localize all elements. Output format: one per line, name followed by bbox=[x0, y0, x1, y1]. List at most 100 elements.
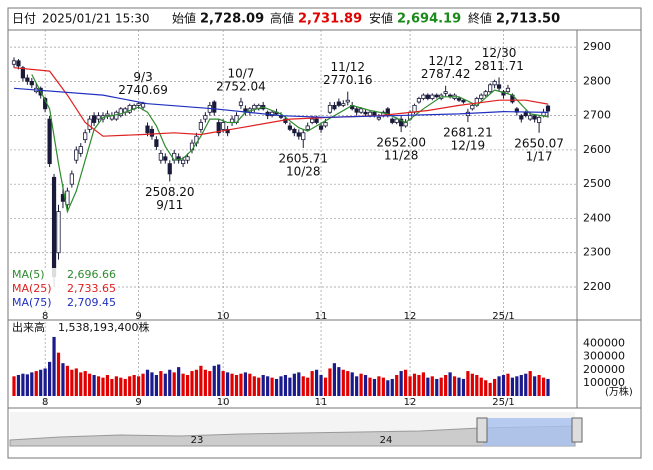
volume-bar bbox=[185, 375, 190, 396]
candle-body bbox=[461, 99, 466, 103]
candle-body bbox=[537, 116, 542, 123]
candle-body bbox=[203, 115, 208, 120]
candle-body bbox=[336, 101, 341, 106]
volume-bar bbox=[448, 372, 452, 396]
candle-body bbox=[528, 115, 533, 120]
volume-bar bbox=[323, 377, 328, 396]
volume-bar bbox=[541, 377, 546, 396]
volume-bar bbox=[65, 365, 69, 396]
candle-body bbox=[354, 108, 359, 113]
candle-body bbox=[136, 103, 141, 106]
volume-bar bbox=[430, 376, 434, 396]
candle-body bbox=[376, 116, 382, 120]
volume-bar bbox=[510, 377, 514, 396]
candle-body bbox=[269, 111, 275, 117]
candle-body bbox=[483, 91, 488, 96]
candle-body bbox=[114, 111, 119, 120]
candle-body bbox=[149, 128, 155, 137]
candle-body bbox=[523, 111, 528, 117]
volume-bar bbox=[56, 352, 61, 396]
volume-bar bbox=[137, 376, 141, 396]
annotation-value: 2787.42 bbox=[421, 67, 471, 81]
candle-body bbox=[221, 122, 226, 130]
volume-bar bbox=[16, 375, 21, 396]
legend-bg bbox=[10, 296, 118, 310]
volume-bar bbox=[355, 376, 359, 396]
volume-bar bbox=[226, 372, 230, 396]
candle-body bbox=[154, 139, 159, 147]
annotation-value: 2605.71 bbox=[278, 151, 328, 165]
candle-body bbox=[11, 60, 17, 65]
volume-bar bbox=[172, 372, 176, 396]
candle-body bbox=[358, 108, 364, 113]
header-label: 高値 bbox=[270, 11, 294, 26]
candle-body bbox=[314, 118, 319, 123]
candle-body bbox=[425, 94, 430, 99]
volume-bar bbox=[417, 375, 421, 396]
candle-body bbox=[492, 80, 497, 86]
x-tick-label: 12 bbox=[404, 311, 417, 322]
volume-bar bbox=[261, 375, 265, 396]
y-tick-label: 2800 bbox=[583, 74, 611, 87]
navigator-label: 24 bbox=[380, 435, 393, 446]
navigator-handle[interactable] bbox=[571, 417, 583, 443]
volume-bar bbox=[377, 376, 381, 396]
annotation-value: 2508.20 bbox=[145, 185, 195, 199]
navigator-handle[interactable] bbox=[476, 417, 488, 443]
volume-bar bbox=[363, 375, 368, 396]
candle-body bbox=[163, 156, 168, 161]
volume-bar bbox=[234, 375, 239, 396]
candle-body bbox=[332, 104, 337, 110]
candle-body bbox=[145, 125, 150, 134]
volume-bar bbox=[493, 378, 497, 396]
volume-bar bbox=[43, 368, 47, 396]
volume-bar bbox=[395, 375, 399, 396]
volume-bar bbox=[239, 373, 243, 396]
x-tick-label: 25/1 bbox=[492, 397, 514, 408]
volume-total: 1,538,193,400株 bbox=[58, 320, 149, 334]
candle-body bbox=[363, 111, 368, 115]
volume-bar bbox=[12, 376, 16, 396]
y-tick-label: 300000 bbox=[583, 350, 625, 363]
header-high: 2,731.89 bbox=[298, 12, 362, 27]
volume-bar bbox=[21, 373, 25, 396]
navigator-window[interactable] bbox=[483, 418, 574, 446]
y-tick-label: 2400 bbox=[583, 211, 611, 224]
volume-bar bbox=[123, 378, 127, 396]
volume-bar bbox=[435, 378, 439, 396]
legend-name: MA(25) bbox=[12, 282, 52, 295]
candle-body bbox=[56, 211, 61, 254]
annotation-date: 10/7 bbox=[227, 66, 254, 80]
volume-bar bbox=[533, 376, 537, 396]
volume-bar bbox=[243, 372, 247, 396]
header-label: 安値 bbox=[369, 11, 393, 26]
ma-line bbox=[31, 74, 549, 214]
volume-bar bbox=[199, 365, 203, 396]
volume-bar bbox=[350, 372, 354, 396]
volume-bar bbox=[34, 371, 38, 396]
volume-bar bbox=[470, 373, 474, 396]
volume-bar bbox=[328, 368, 332, 396]
volume-title: 出来高 bbox=[12, 320, 45, 334]
volume-bar bbox=[497, 376, 501, 396]
candle-body bbox=[305, 125, 310, 130]
x-tick-label: 11 bbox=[315, 397, 328, 408]
x-tick-label: 10 bbox=[217, 397, 230, 408]
annotation-value: 2652.00 bbox=[376, 136, 426, 150]
annotation-date: 11/28 bbox=[384, 149, 419, 163]
legend-bg bbox=[10, 282, 118, 296]
candle-body bbox=[301, 132, 306, 141]
legend-value: 2,733.65 bbox=[67, 282, 116, 295]
navigator[interactable]: 23 24 bbox=[9, 412, 583, 447]
candle-body bbox=[158, 152, 163, 161]
candle-body bbox=[310, 118, 315, 123]
candle-body bbox=[430, 94, 435, 99]
y-tick-label: 400000 bbox=[583, 337, 625, 350]
candle-body bbox=[69, 173, 74, 185]
navigator-label: 23 bbox=[191, 435, 204, 446]
candle-body bbox=[470, 104, 475, 110]
y-tick-label: 2300 bbox=[583, 246, 611, 259]
candle-body bbox=[185, 156, 190, 161]
volume-bar bbox=[105, 375, 110, 396]
candle-body bbox=[505, 87, 511, 93]
